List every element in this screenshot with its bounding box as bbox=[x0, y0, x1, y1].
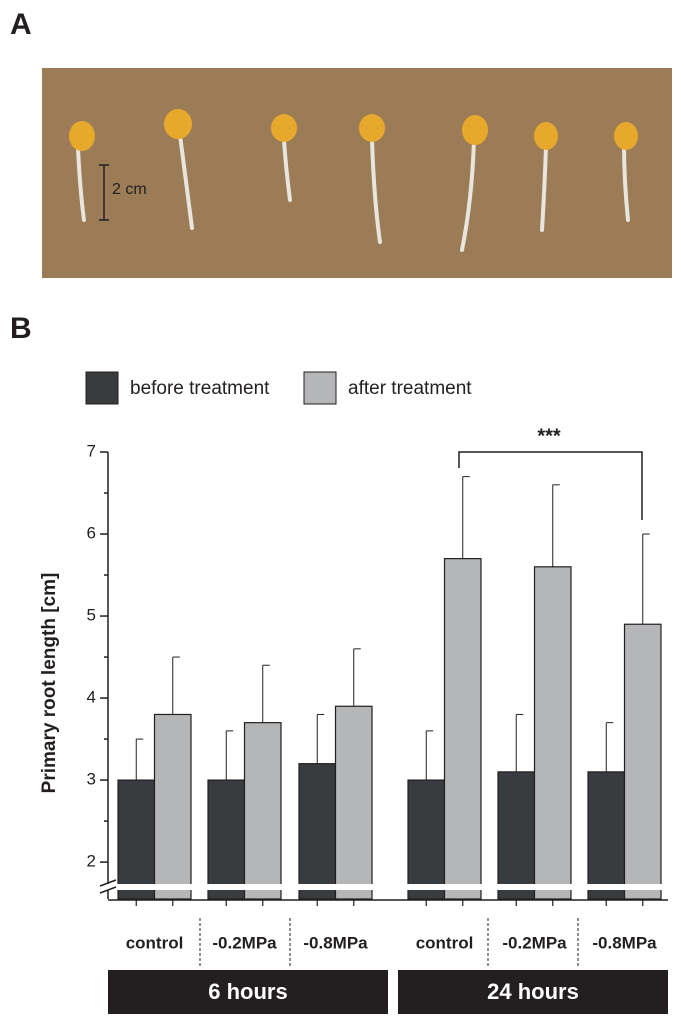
panel-label: A bbox=[10, 8, 32, 41]
bar bbox=[587, 771, 626, 900]
bar bbox=[207, 779, 246, 900]
photo bbox=[42, 68, 672, 278]
panel-label: B bbox=[10, 312, 32, 345]
bar bbox=[443, 558, 482, 900]
scale-label: 2 cm bbox=[112, 181, 147, 198]
y-tick-label: 4 bbox=[87, 688, 96, 707]
group-box bbox=[398, 970, 668, 1014]
y-tick-label: 6 bbox=[87, 524, 96, 543]
group-label: 6 hours bbox=[208, 979, 287, 1004]
seeds bbox=[69, 109, 638, 151]
scale-bar bbox=[99, 164, 109, 221]
bar bbox=[298, 763, 337, 900]
legend-label: after treatment bbox=[348, 378, 472, 399]
y-tick-label: 3 bbox=[87, 770, 96, 789]
bar bbox=[153, 713, 192, 900]
significance-bracket bbox=[458, 451, 643, 520]
bar bbox=[497, 771, 536, 900]
y-axis-label: Primary root length [cm] bbox=[39, 573, 60, 794]
y-tick-label: 2 bbox=[87, 852, 96, 871]
x-tick-label: -0.8MPa bbox=[592, 933, 657, 952]
bar bbox=[334, 705, 373, 900]
break-mark bbox=[99, 886, 117, 894]
legend-swatch bbox=[303, 371, 337, 405]
y-tick-label: 5 bbox=[87, 606, 96, 625]
x-tick-label: control bbox=[416, 933, 474, 952]
bar bbox=[117, 779, 156, 900]
legend-label: before treatment bbox=[130, 378, 270, 399]
legend-swatch bbox=[85, 371, 119, 405]
group-box bbox=[108, 970, 388, 1014]
bar bbox=[407, 779, 446, 900]
bar bbox=[623, 623, 662, 900]
x-tick-label: -0.2MPa bbox=[212, 933, 277, 952]
significance: *** bbox=[537, 425, 561, 447]
x-tick-label: -0.8MPa bbox=[303, 933, 368, 952]
x-tick-label: -0.2MPa bbox=[502, 933, 567, 952]
axis-break bbox=[100, 884, 668, 890]
y-tick-label: 7 bbox=[87, 441, 96, 460]
break-mark bbox=[99, 879, 117, 887]
x-tick-label: control bbox=[126, 933, 184, 952]
bar bbox=[243, 722, 282, 900]
group-label: 24 hours bbox=[487, 979, 579, 1004]
seedlings bbox=[76, 133, 630, 252]
bar bbox=[533, 566, 572, 900]
